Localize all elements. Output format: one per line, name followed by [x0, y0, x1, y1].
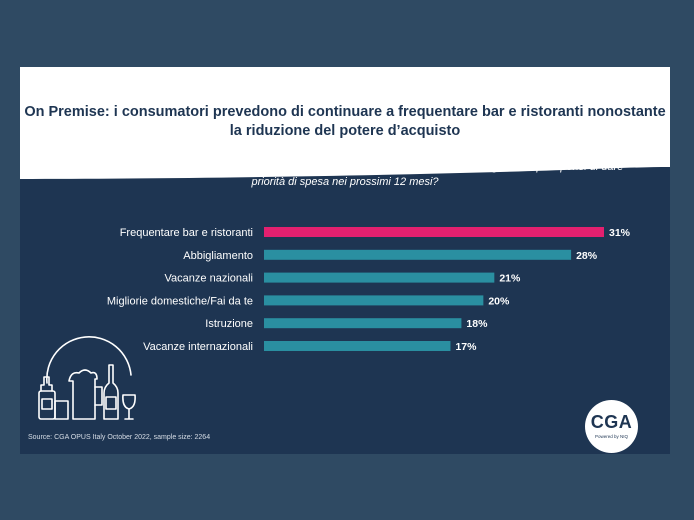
category-label-3: Migliorie domestiche/Fai da te: [107, 295, 253, 307]
value-label-5: 17%: [455, 341, 477, 353]
drinks-illustration-icon: [38, 336, 136, 420]
bar-chart: Frequentare bar e ristoranti 31% Abbigliam…: [107, 227, 631, 353]
bar-1: [264, 249, 572, 260]
logo-text: CGA: [590, 412, 633, 432]
bar-2: [264, 272, 495, 283]
category-label-0: Frequentare bar e ristoranti: [120, 227, 253, 239]
value-label-3: 20%: [488, 295, 510, 307]
value-label-1: 28%: [576, 250, 598, 262]
bar-3: [264, 295, 484, 306]
bar-5: [264, 341, 451, 351]
bar-0: [264, 227, 604, 237]
slide-panel: On Premise: i consumatori prevedono di c…: [20, 67, 670, 454]
value-label-0: 31%: [609, 227, 631, 239]
category-label-5: Vacanze internazionali: [143, 341, 253, 353]
logo-subtext: Powered by NIQ: [594, 434, 628, 439]
navy-background-shape: [20, 167, 670, 454]
category-label-1: Abbigliamento: [183, 250, 253, 262]
source-note: Source: CGA OPUS Italy October 2022, sam…: [28, 434, 211, 441]
category-label-4: Istruzione: [205, 318, 253, 330]
bar-4: [264, 318, 462, 329]
category-label-2: Vacanze nazionali: [165, 273, 253, 285]
chart-subtitle: In caso di riduzione del reddito disponi…: [66, 161, 624, 188]
chart-title: On Premise: i consumatori prevedono di c…: [24, 104, 666, 139]
value-label-4: 18%: [466, 318, 488, 330]
value-label-2: 21%: [499, 273, 521, 285]
cga-logo: CGA Powered by NIQ: [585, 400, 638, 453]
